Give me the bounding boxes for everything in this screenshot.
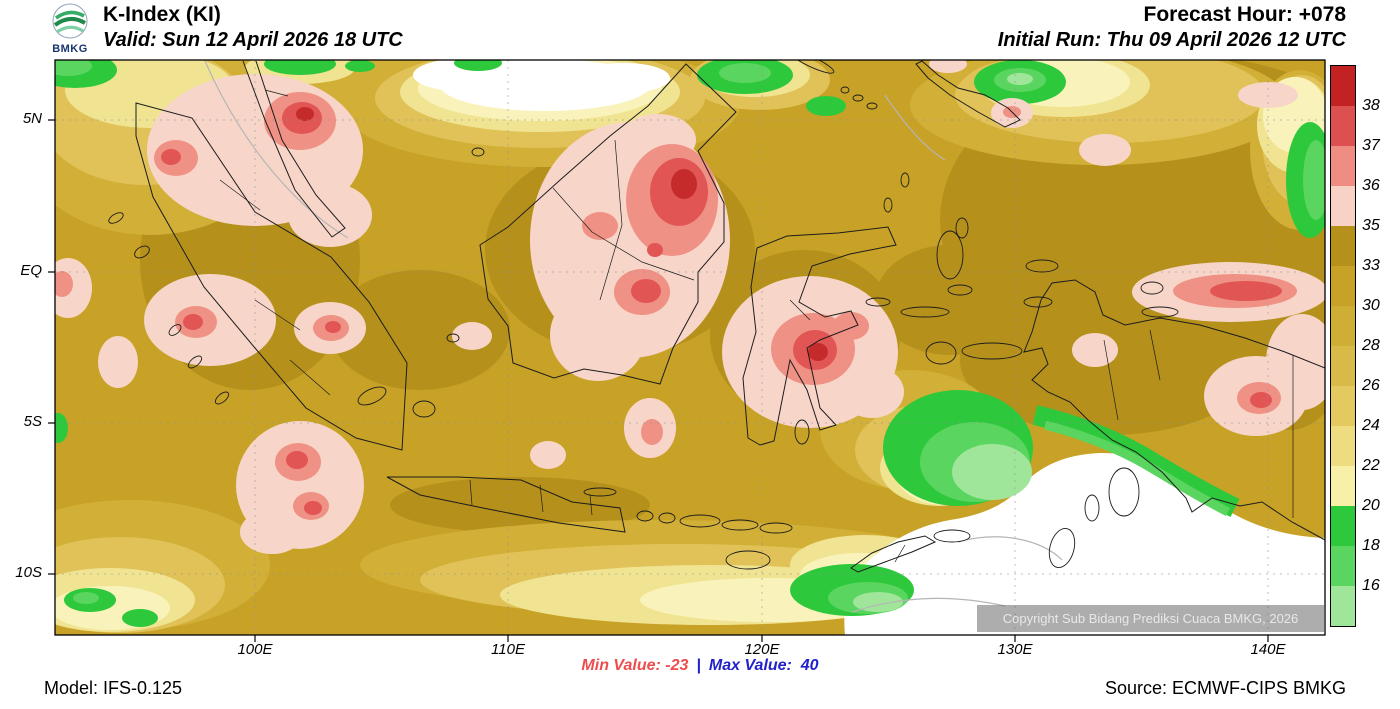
marine-boundary-lines bbox=[204, 60, 1063, 613]
axis-ticks bbox=[48, 119, 1269, 642]
ki-band-green-low bbox=[55, 60, 1325, 627]
colorbar-segment bbox=[1331, 506, 1355, 546]
ki-field bbox=[55, 60, 1325, 635]
min-value-text: Min Value: -23 bbox=[581, 657, 689, 674]
colorbar-tick-label: 35 bbox=[1362, 217, 1380, 234]
colorbar-segment bbox=[1331, 306, 1355, 346]
colorbar-segment bbox=[1331, 186, 1355, 226]
y-axis-labels: 5N EQ 5S 10S bbox=[0, 0, 46, 709]
colorbar-tick-label: 16 bbox=[1362, 577, 1380, 594]
coastlines bbox=[135, 60, 1325, 573]
x-axis-tick-label: 110E bbox=[491, 641, 525, 658]
colorbar-segment bbox=[1331, 266, 1355, 306]
colorbar-tick-label: 38 bbox=[1362, 97, 1380, 114]
colorbar-segment bbox=[1331, 586, 1355, 626]
valid-time: Valid: Sun 12 April 2026 18 UTC bbox=[103, 29, 403, 51]
x-axis-tick-label: 120E bbox=[744, 641, 780, 658]
colorbar-tick-label: 22 bbox=[1362, 457, 1380, 474]
y-axis-tick-label: 10S bbox=[15, 564, 42, 581]
map-frame bbox=[54, 59, 1326, 636]
y-axis-tick-label: 5S bbox=[23, 413, 42, 430]
minmax-separator: | bbox=[696, 657, 701, 674]
colorbar-tick-label: 24 bbox=[1362, 417, 1380, 434]
y-axis-tick-label: EQ bbox=[20, 262, 42, 279]
island-outlines bbox=[108, 60, 1179, 570]
colorbar-segment bbox=[1331, 66, 1355, 106]
ki-high-blobs bbox=[55, 60, 1325, 554]
colorbar bbox=[1330, 65, 1356, 627]
colorbar-segment bbox=[1331, 346, 1355, 386]
colorbar-tick-label: 36 bbox=[1362, 177, 1380, 194]
colorbar-tick-label: 28 bbox=[1362, 337, 1380, 354]
x-axis-tick-label: 140E bbox=[1250, 641, 1286, 658]
model-label: Model: IFS-0.125 bbox=[44, 678, 183, 698]
colorbar-segment bbox=[1331, 146, 1355, 186]
bmkg-logo: BMKG bbox=[46, 2, 94, 56]
copyright-overlay: Copyright Sub Bidang Prediksi Cuaca BMKG… bbox=[977, 605, 1324, 632]
source-label: Source: ECMWF-CIPS BMKG bbox=[1104, 678, 1346, 698]
y-axis-tick-label: 5N bbox=[22, 110, 42, 127]
minmax-line: Min Value: -23 | Max Value: 40 bbox=[0, 657, 1400, 675]
x-axis-labels: 100E 110E 120E 130E 140E bbox=[0, 641, 1400, 661]
colorbar-segment bbox=[1331, 106, 1355, 146]
x-axis-tick-label: 100E bbox=[237, 641, 273, 658]
colorbar-tick-label: 20 bbox=[1362, 497, 1380, 514]
bmkg-logo-icon bbox=[52, 3, 88, 39]
colorbar-segment bbox=[1331, 386, 1355, 426]
page-title: K-Index (KI) bbox=[103, 3, 221, 26]
initial-run: Initial Run: Thu 09 April 2026 12 UTC bbox=[997, 29, 1346, 51]
colorbar-tick-label: 26 bbox=[1362, 377, 1380, 394]
colorbar-tick-label: 18 bbox=[1362, 537, 1380, 554]
x-axis-tick-label: 130E bbox=[997, 641, 1033, 658]
forecast-hour: Forecast Hour: +078 bbox=[1143, 3, 1347, 26]
colorbar-tick-label: 37 bbox=[1362, 137, 1380, 154]
colorbar-segment bbox=[1331, 546, 1355, 586]
map-canvas bbox=[48, 59, 1326, 642]
colorbar-segment bbox=[1331, 466, 1355, 506]
max-value-text: Max Value: 40 bbox=[708, 657, 819, 674]
admin-borders bbox=[219, 89, 1294, 563]
colorbar-segment bbox=[1331, 226, 1355, 266]
colorbar-tick-label: 33 bbox=[1362, 257, 1380, 274]
colorbar-tick-label: 30 bbox=[1362, 297, 1380, 314]
bmkg-logo-text: BMKG bbox=[52, 43, 88, 55]
colorbar-segment bbox=[1331, 426, 1355, 466]
